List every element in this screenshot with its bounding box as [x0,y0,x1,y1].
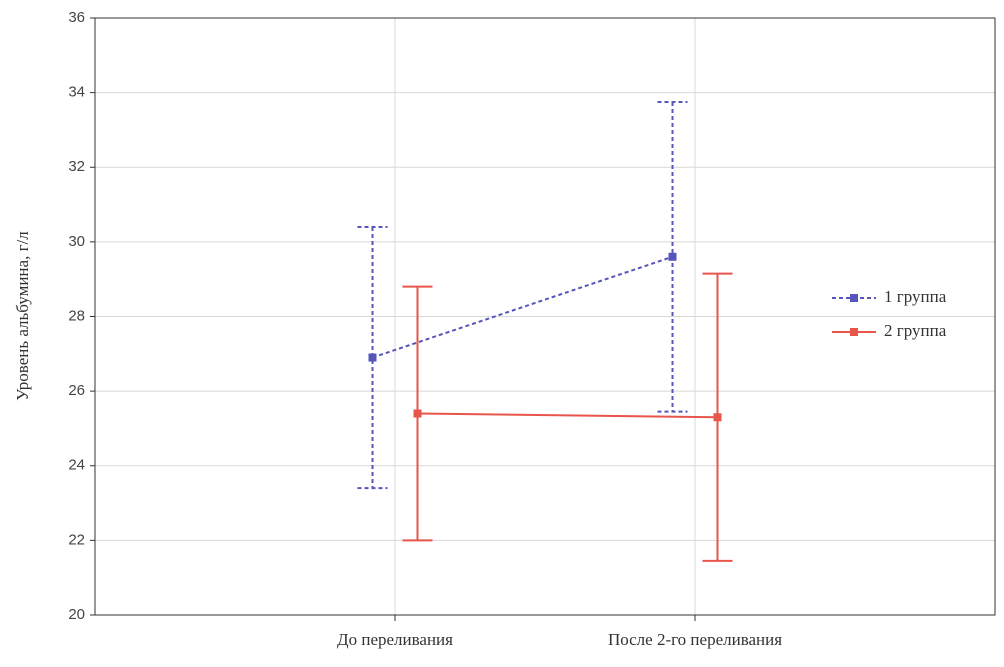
y-axis-label: Уровень альбумина, г/л [13,231,32,401]
legend-marker [850,294,858,302]
point [713,413,722,422]
y-tick-label: 34 [68,84,85,101]
error-bar [357,225,388,490]
series-line [417,412,718,419]
y-tick-label: 36 [68,9,85,26]
y-tick-label: 24 [68,457,85,474]
legend-label: 2 группа [884,321,947,340]
y-tick-label: 22 [68,531,85,548]
point [668,252,677,261]
point [368,353,377,362]
legend-marker [850,328,858,336]
point [413,409,422,418]
y-tick-label: 28 [68,307,85,324]
x-tick-label: После 2-го переливания [608,630,782,649]
y-tick-label: 30 [68,233,85,250]
legend-label: 1 группа [884,287,947,306]
x-tick-label: До переливания [337,630,453,649]
series-line [372,255,673,359]
y-tick-label: 26 [68,382,85,399]
plot-frame [94,17,996,616]
y-tick-label: 20 [68,606,85,623]
y-tick-label: 32 [68,158,85,175]
